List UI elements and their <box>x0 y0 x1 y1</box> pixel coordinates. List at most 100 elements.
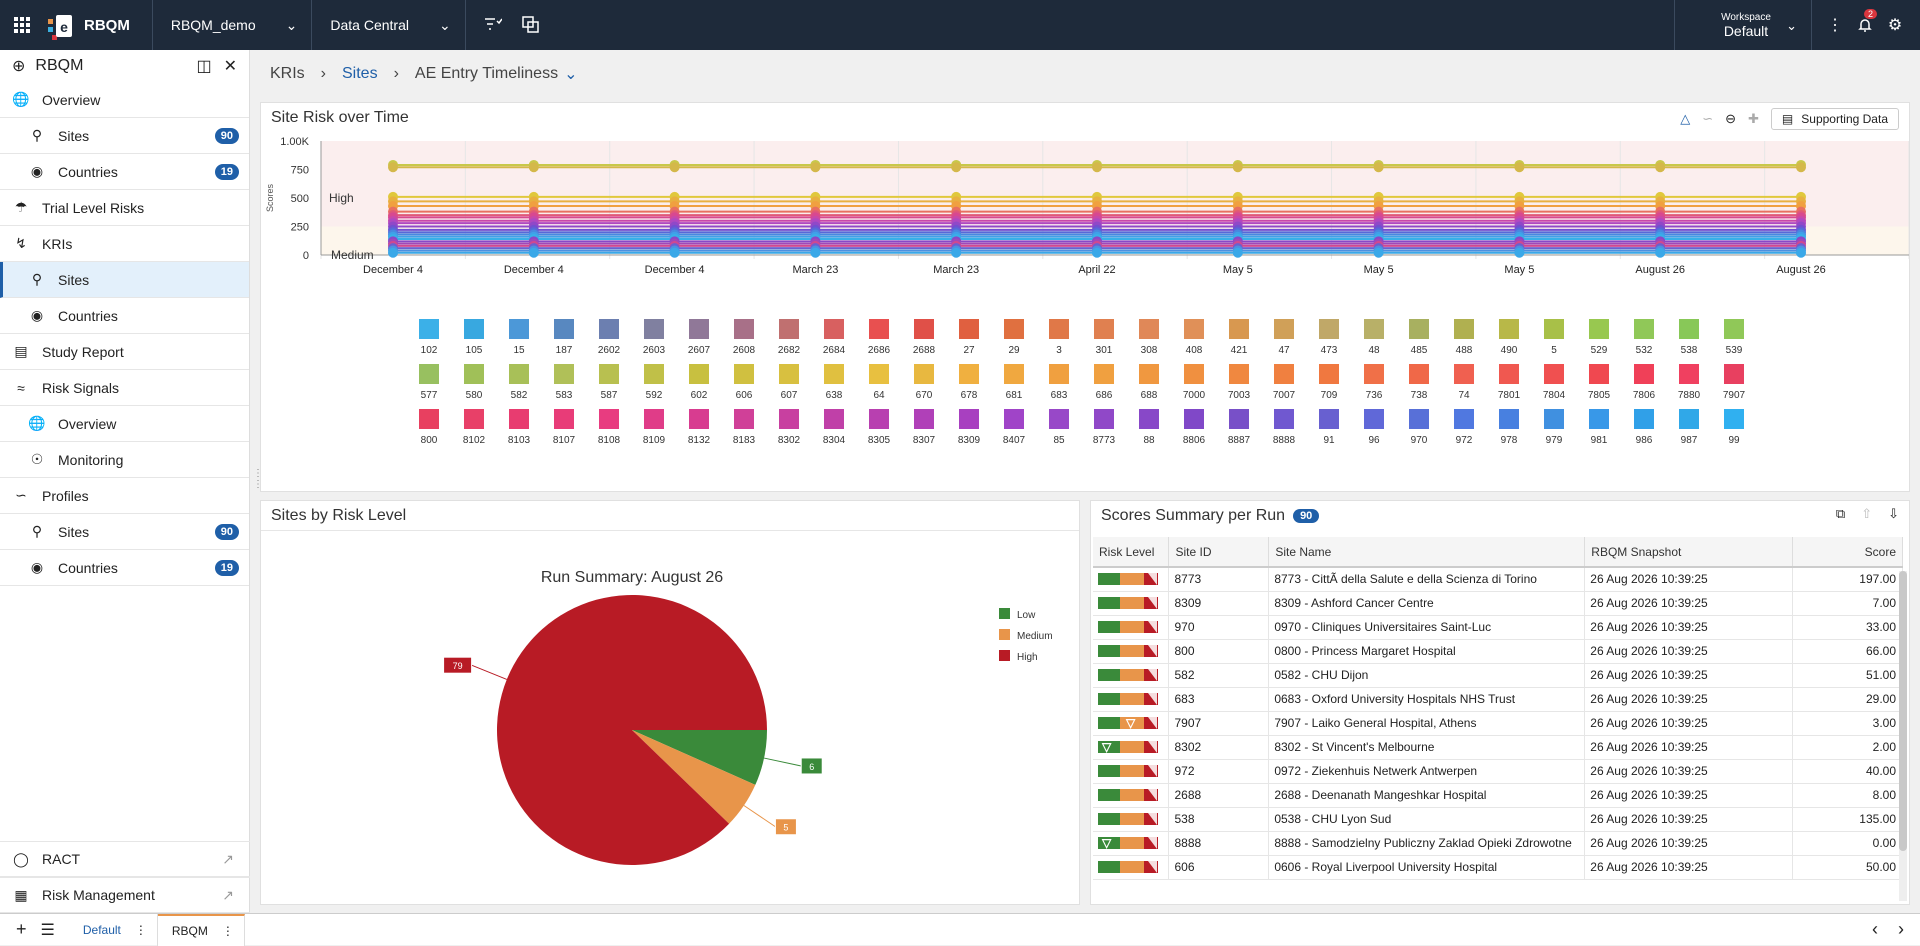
crosshair-icon[interactable]: ✚ <box>1748 111 1759 126</box>
line-chart-icon[interactable]: ∽ <box>1702 111 1714 126</box>
sidebar-item-risk-signals[interactable]: ≈ Risk Signals <box>0 370 249 406</box>
filter-list-icon[interactable] <box>482 14 504 36</box>
sidebar-item-kris[interactable]: ↯ KRIs <box>0 226 249 262</box>
more-vertical-icon[interactable]: ⋮ <box>221 923 234 938</box>
sidebar-item-overview[interactable]: 🌐 Overview <box>0 406 249 442</box>
collapse-panel-icon[interactable]: ◫ <box>196 58 212 75</box>
table-row[interactable]: ▽ 8302 8302 - St Vincent's Melbourne 26 Aug… <box>1093 735 1903 760</box>
table-row[interactable]: 800 0800 - Princess Margaret Hospital 26 A… <box>1093 639 1903 664</box>
app-grid-icon[interactable] <box>0 0 44 50</box>
legend-label: 800 <box>421 435 438 446</box>
table-row[interactable]: 970 0970 - Cliniques Universitaires Saint… <box>1093 615 1903 640</box>
table-scrollbar[interactable] <box>1899 571 1907 901</box>
menu-icon[interactable]: ☰ <box>40 921 55 939</box>
legend-label: 485 <box>1411 345 1428 356</box>
y-tick-label: 250 <box>291 222 309 234</box>
table-row[interactable]: 606 0606 - Royal Liverpool University Hos… <box>1093 855 1903 880</box>
data-point <box>388 247 398 258</box>
sidebar-item-risk-management[interactable]: ▦ Risk Management ↗ <box>0 877 250 913</box>
risk-level-indicator <box>1098 669 1158 681</box>
sidebar-item-ract[interactable]: ◯ RACT ↗ <box>0 841 250 877</box>
supporting-data-button[interactable]: ▤ Supporting Data <box>1770 108 1899 130</box>
zoom-out-icon[interactable]: ⊖ <box>1725 111 1737 126</box>
sidebar-item-countries[interactable]: ◉ Countries 19 <box>0 550 249 586</box>
legend-label: 978 <box>1501 435 1518 446</box>
sidebar-item-countries[interactable]: ◉ Countries 19 <box>0 154 249 190</box>
column-header[interactable]: Site ID <box>1168 537 1270 568</box>
legend-item: 48 <box>1364 319 1384 356</box>
tab-rbqm[interactable]: RBQM ⋮ <box>157 913 245 946</box>
sidebar-item-overview[interactable]: 🌐 Overview <box>0 82 249 118</box>
pie-legend: Low Medium High <box>999 608 1053 663</box>
chevron-left-icon[interactable]: ‹ <box>1872 919 1878 939</box>
legend-swatch <box>999 650 1010 661</box>
table-row[interactable]: 538 0538 - CHU Lyon Sud 26 Aug 2026 10:39:… <box>1093 807 1903 832</box>
table-row[interactable]: 8773 8773 - CittÃ della Salute e della Sc… <box>1093 567 1903 592</box>
table-row[interactable]: 582 0582 - CHU Dijon 26 Aug 2026 10:39:25 5… <box>1093 663 1903 688</box>
table-row[interactable]: 8309 8309 - Ashford Cancer Centre 26 Aug 2… <box>1093 591 1903 616</box>
sidebar-resize-handle[interactable]: ⋮ ⋮ <box>253 468 263 490</box>
row-count-badge: 90 <box>1293 509 1320 523</box>
sidebar-item-countries[interactable]: ◉ Countries <box>0 298 249 334</box>
legend-label: 7804 <box>1543 390 1566 401</box>
sidebar-item-label: Sites <box>58 127 90 144</box>
legend-swatch <box>914 364 934 384</box>
arrow-down-icon[interactable]: ⇩ <box>1888 506 1899 521</box>
legend-swatch <box>734 409 754 429</box>
legend-swatch <box>1139 319 1159 339</box>
tab-default[interactable]: Default ⋮ <box>69 913 158 946</box>
table-row[interactable]: 2688 2688 - Deenanath Mangeshkar Hospital… <box>1093 783 1903 808</box>
legend-label: 2607 <box>688 345 711 356</box>
table-row[interactable]: 683 0683 - Oxford University Hospitals NH… <box>1093 687 1903 712</box>
more-vertical-icon[interactable]: ⋮ <box>134 922 147 937</box>
copy-window-icon[interactable] <box>520 14 542 36</box>
breadcrumb-sites[interactable]: Sites <box>342 65 378 82</box>
sidebar-item-sites[interactable]: ⚲ Sites 90 <box>0 514 249 550</box>
sidebar-item-profiles[interactable]: ∽ Profiles <box>0 478 249 514</box>
sidebar-item-label: Overview <box>42 91 101 108</box>
sidebar-item-sites[interactable]: ⚲ Sites <box>0 262 249 298</box>
column-header[interactable]: Site Name <box>1268 537 1586 568</box>
source-selector[interactable]: Data Central ⌄ <box>312 0 464 50</box>
chevron-down-icon[interactable]: ⌄ <box>564 66 578 83</box>
export-icon[interactable]: ⧉ <box>1835 506 1846 521</box>
globe-hand-icon: ◉ <box>30 163 44 179</box>
high-zone <box>321 141 1909 227</box>
bell-icon[interactable]: 2 <box>1850 9 1880 33</box>
y-tick-label: 750 <box>291 165 309 177</box>
column-header[interactable]: Score <box>1792 537 1903 568</box>
add-tab-icon[interactable]: + <box>16 919 27 939</box>
risk-level-indicator <box>1098 621 1158 633</box>
risk-level-cell <box>1093 591 1170 616</box>
sidebar-item-sites[interactable]: ⚲ Sites 90 <box>0 118 249 154</box>
column-header[interactable]: Risk Level <box>1093 537 1170 568</box>
gear-icon[interactable]: ⚙ <box>1887 17 1903 34</box>
table-row[interactable]: ▽ 8888 8888 - Samodzielny Publiczny Zaklad… <box>1093 831 1903 856</box>
table-row[interactable]: 972 0972 - Ziekenhuis Netwerk Antwerpen 26… <box>1093 759 1903 784</box>
legend-swatch <box>1409 319 1429 339</box>
close-icon[interactable]: ✕ <box>223 58 237 75</box>
site-id-cell: 538 <box>1168 807 1270 832</box>
chevron-right-icon[interactable]: › <box>1898 919 1904 939</box>
column-header[interactable]: RBQM Snapshot <box>1584 537 1794 568</box>
pie-slice-medium <box>632 730 756 824</box>
sidebar-item-trial-level-risks[interactable]: ☂ Trial Level Risks <box>0 190 249 226</box>
legend-item: 736 <box>1364 364 1384 401</box>
legend-label: 8407 <box>1003 435 1026 446</box>
workspace-selector[interactable]: Workspace Default ⌄ <box>1674 0 1812 50</box>
location-pin-icon: ⚲ <box>31 523 43 539</box>
sidebar-item-monitoring[interactable]: ☉ Monitoring <box>0 442 249 478</box>
legend-item: 2686 <box>868 319 891 356</box>
shapes-icon[interactable]: △ <box>1680 111 1691 126</box>
sidebar-item-study-report[interactable]: ▤ Study Report <box>0 334 249 370</box>
arrow-up-icon[interactable]: ⇧ <box>1861 506 1873 521</box>
table-row[interactable]: ▽ 7907 7907 - Laiko General Hospital, Athe… <box>1093 711 1903 736</box>
legend-label: 105 <box>466 345 483 356</box>
study-selector[interactable]: RBQM_demo ⌄ <box>153 0 312 50</box>
snapshot-cell: 26 Aug 2026 10:39:25 <box>1584 711 1794 736</box>
legend-item: 2603 <box>643 319 666 356</box>
legend-item: 2684 <box>823 319 846 356</box>
breadcrumb-kri-selector[interactable]: AE Entry Timeliness <box>414 65 559 82</box>
breadcrumb-kris[interactable]: KRIs <box>270 65 305 82</box>
more-vertical-icon[interactable]: ⋮ <box>1827 17 1843 34</box>
